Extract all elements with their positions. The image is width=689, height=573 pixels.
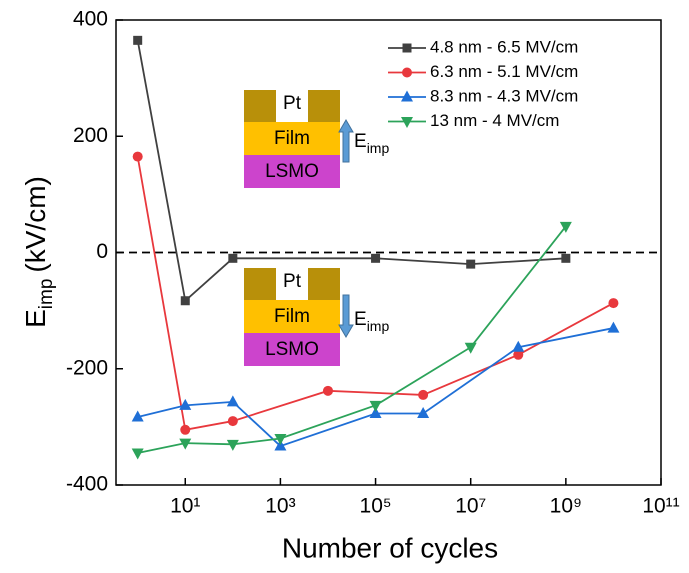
series-line [136,156,614,431]
marker [132,151,143,162]
field-label: Eimp [354,309,389,334]
x-tick-label: 10⁹ [550,495,582,518]
marker [466,259,476,269]
field-subscript: imp [367,140,390,156]
y-label-symbol: E [20,309,51,328]
y-tick-label: -200 [66,356,108,379]
y-tick-label: 400 [73,8,108,31]
legend-label: 8.3 nm - 4.3 MV/cm [430,86,578,105]
x-axis-label: Number of cycles [282,532,498,563]
inset-label: LSMO [265,161,319,182]
inset-label: Film [274,306,310,327]
legend-marker [402,43,412,53]
marker [464,342,477,354]
legend-marker [401,90,413,102]
marker [228,253,238,263]
field-symbol: E [354,309,367,330]
marker [322,385,333,396]
film-layer [244,122,340,155]
y-tick-label: -400 [66,473,108,496]
marker [131,410,144,422]
series-line [136,40,566,303]
x-tick-label: 10⁷ [455,495,486,518]
legend-label: 4.8 nm - 6.5 MV/cm [430,37,578,56]
marker [227,416,238,427]
marker [274,434,287,445]
marker [180,296,190,306]
legend-label: 13 nm - 4 MV/cm [430,111,559,130]
marker [559,221,572,233]
marker [133,35,143,45]
field-subscript: imp [367,318,390,334]
x-tick-label: 10⁵ [360,495,392,518]
inset-label: Pt [283,93,302,114]
legend-label: 6.3 nm - 5.1 MV/cm [430,62,578,81]
field-symbol: E [354,131,367,152]
y-axis-label: Eimp (kV/cm) [20,176,57,328]
y-tick-label: 0 [96,240,108,263]
inset-label: Film [274,128,310,149]
y-tick-label: 200 [73,124,108,147]
inset-up: Pt Film LSMO Eimp [244,90,389,188]
plot-frame [115,19,662,486]
marker [607,321,620,333]
inset-down: Pt Film LSMO Eimp [244,268,389,366]
marker [417,407,430,419]
x-tick-label: 10³ [265,495,295,518]
y-label-unit: (kV/cm) [20,176,51,272]
legend-marker [401,117,413,128]
marker [371,253,381,263]
marker [226,395,239,407]
marker [179,438,192,450]
marker [608,298,619,309]
marker [561,253,571,263]
legend-marker [402,67,412,78]
field-arrow [338,119,354,163]
y-label-subscript: imp [36,279,57,310]
marker [131,448,144,460]
marker [180,424,191,435]
pt-electrode [244,90,276,122]
film-layer [244,300,340,333]
series-line [137,225,567,454]
lsmo-layer [244,333,340,366]
inset-label: LSMO [265,339,319,360]
pt-electrode [308,268,340,300]
marker [179,398,192,410]
marker [512,340,525,352]
marker [513,349,524,360]
marker [226,439,239,451]
inset-label: Pt [283,271,302,292]
marker [369,407,382,419]
marker [418,389,429,400]
lsmo-layer [244,155,340,188]
x-tick-label: 10¹ [170,495,200,518]
marker [274,439,287,451]
pt-electrode [308,90,340,122]
x-tick-label: 10¹¹ [642,495,679,518]
field-arrow [338,294,354,338]
series-line [137,327,614,448]
marker [369,400,382,412]
field-label: Eimp [354,131,389,156]
pt-electrode [244,268,276,300]
